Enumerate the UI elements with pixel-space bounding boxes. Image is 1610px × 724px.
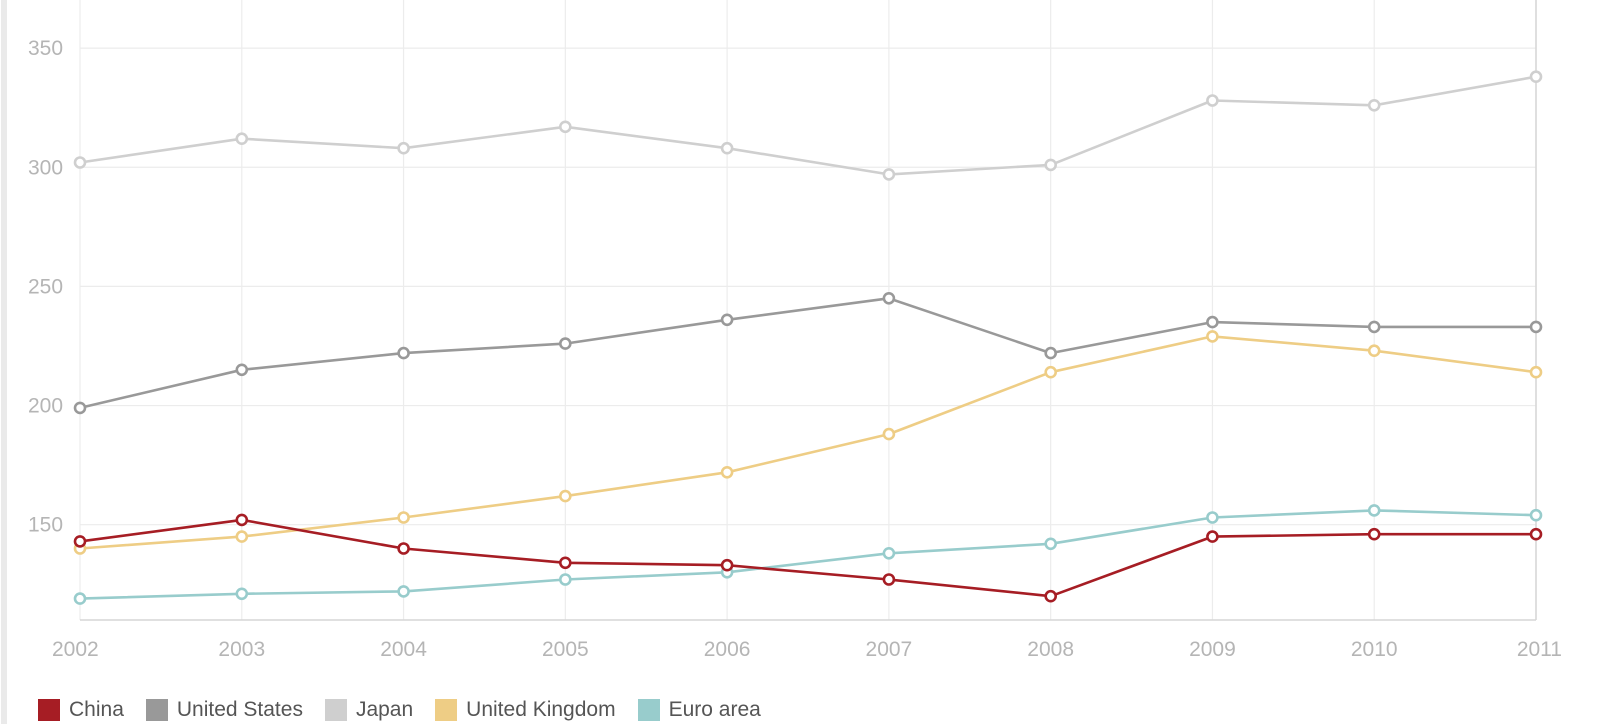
- legend-item-japan: Japan: [324, 698, 414, 722]
- data-point-united-states: [235, 363, 249, 377]
- data-point-united-states: [73, 401, 87, 415]
- legend: China United States Japan United Kingdom Eur…: [38, 696, 783, 724]
- legend-label: United States: [176, 698, 303, 721]
- legend-label: Japan: [355, 698, 414, 721]
- y-tick-label: 300: [28, 156, 63, 179]
- series-line-japan: [79, 75, 1537, 176]
- legend-item-united-kingdom: United Kingdom: [435, 698, 616, 722]
- data-point-japan: [558, 120, 572, 134]
- data-point-euro-area: [558, 573, 572, 586]
- data-point-united-kingdom: [235, 530, 249, 543]
- data-point-china: [1367, 527, 1381, 541]
- legend-item-united-states: United States: [145, 698, 303, 722]
- data-point-united-states: [1529, 320, 1543, 334]
- y-tick-label: 200: [28, 395, 63, 418]
- x-tick-label: 2005: [542, 638, 589, 661]
- data-point-china: [73, 535, 87, 548]
- legend-label: United Kingdom: [466, 698, 616, 721]
- legend-swatch: [435, 699, 458, 721]
- data-point-united-kingdom: [720, 465, 734, 479]
- data-point-united-states: [720, 313, 734, 327]
- data-point-japan: [720, 141, 734, 155]
- legend-item-euro-area: Euro area: [637, 698, 761, 722]
- series-line-united-kingdom: [79, 335, 1537, 550]
- x-tick-label: 2010: [1351, 638, 1398, 661]
- data-point-euro-area: [882, 546, 896, 560]
- axes: [1, 0, 1537, 724]
- data-point-china: [720, 558, 734, 572]
- data-point-united-kingdom: [1367, 344, 1381, 358]
- y-axis-tick-labels: 150 200 250 300 350: [28, 37, 63, 537]
- data-point-united-kingdom: [397, 511, 410, 524]
- data-point-euro-area: [1529, 508, 1543, 522]
- data-point-united-states: [397, 346, 410, 360]
- data-point-united-kingdom: [1044, 365, 1057, 379]
- data-point-japan: [1367, 99, 1381, 112]
- series-line-euro-area: [79, 509, 1537, 600]
- data-point-united-kingdom: [558, 489, 572, 503]
- legend-label: Euro area: [668, 698, 761, 721]
- legend-label: China: [69, 698, 124, 721]
- series-group: [73, 70, 1543, 605]
- data-point-euro-area: [73, 592, 87, 605]
- x-tick-label: 2007: [866, 638, 913, 661]
- data-point-united-states: [1044, 346, 1057, 360]
- data-point-china: [1044, 589, 1057, 603]
- data-point-japan: [235, 132, 249, 145]
- data-point-united-states: [882, 291, 896, 305]
- data-point-japan: [882, 168, 896, 181]
- x-tick-label: 2002: [52, 638, 99, 661]
- data-point-united-states: [558, 337, 572, 350]
- x-tick-label: 2009: [1189, 638, 1236, 661]
- data-point-japan: [1529, 70, 1543, 83]
- y-tick-label: 350: [28, 37, 63, 60]
- data-point-united-kingdom: [1529, 365, 1543, 379]
- data-point-united-states: [1367, 320, 1381, 334]
- legend-swatch: [324, 699, 347, 721]
- data-point-euro-area: [397, 585, 410, 598]
- series-line-united-states: [79, 296, 1536, 410]
- data-point-china: [1529, 527, 1543, 541]
- data-point-united-states: [1206, 315, 1219, 329]
- x-tick-label: 2008: [1027, 638, 1074, 661]
- data-point-united-kingdom: [1206, 330, 1219, 343]
- data-point-united-kingdom: [882, 427, 896, 441]
- x-tick-label: 2006: [704, 638, 751, 661]
- legend-item-china: China: [38, 698, 124, 722]
- series-united-states: [73, 291, 1543, 415]
- x-tick-label: 2004: [380, 638, 427, 661]
- data-point-china: [882, 573, 896, 586]
- data-point-euro-area: [235, 587, 249, 601]
- data-point-euro-area: [1044, 537, 1057, 551]
- legend-swatch: [637, 699, 660, 721]
- data-point-china: [397, 542, 410, 555]
- data-point-euro-area: [1367, 504, 1381, 517]
- series-china: [73, 513, 1543, 603]
- legend-swatch: [38, 699, 60, 721]
- series-japan: [73, 70, 1543, 181]
- y-tick-label: 250: [28, 275, 63, 298]
- data-point-china: [558, 556, 572, 570]
- series-united-kingdom: [73, 330, 1543, 555]
- data-point-japan: [1206, 94, 1219, 107]
- data-point-china: [1206, 530, 1219, 543]
- legend-swatch: [145, 699, 168, 721]
- x-axis-tick-labels: 2002 2003 2004 2005 2006 2007 2008 2009 2010 2011: [52, 638, 1562, 661]
- data-point-japan: [73, 156, 87, 169]
- series-line-china: [79, 518, 1536, 598]
- data-point-japan: [397, 141, 410, 155]
- series-euro-area: [73, 504, 1543, 605]
- data-point-japan: [1044, 158, 1057, 172]
- x-tick-label: 2003: [218, 638, 265, 661]
- x-tick-label: 2011: [1517, 638, 1562, 661]
- data-point-china: [235, 513, 249, 527]
- data-point-euro-area: [1206, 511, 1219, 524]
- y-tick-label: 150: [28, 514, 63, 537]
